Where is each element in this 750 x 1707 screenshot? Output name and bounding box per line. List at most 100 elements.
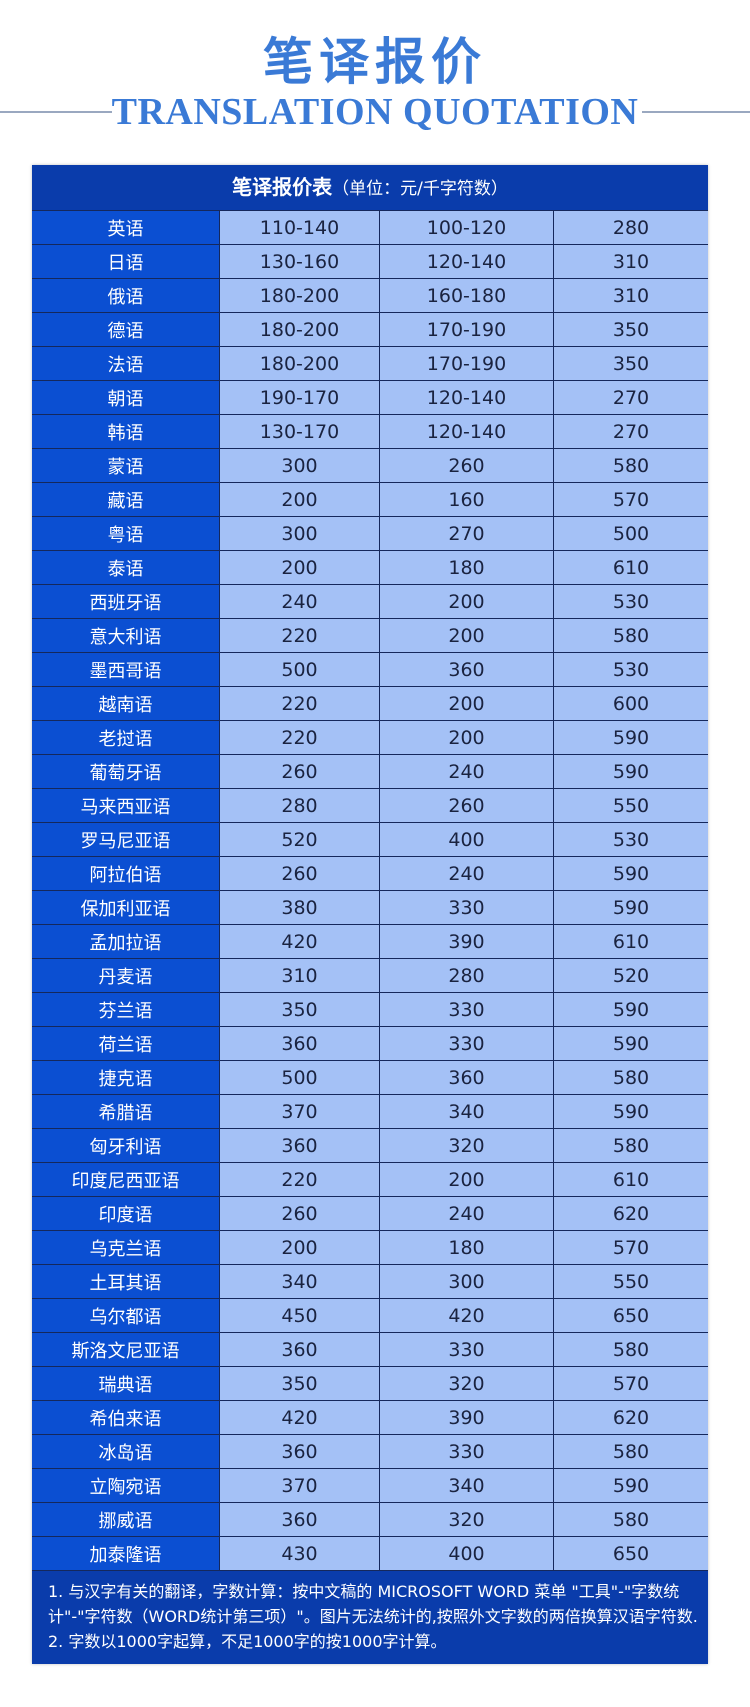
table-row: 西班牙语 240 200 530 (32, 584, 708, 618)
language-cell: 冰岛语 (32, 1435, 219, 1468)
price-cell: 500 (219, 653, 379, 686)
price-cell: 300 (219, 517, 379, 550)
table-row: 老挝语 220 200 590 (32, 720, 708, 754)
price-cell: 330 (379, 891, 553, 924)
price-cell: 580 (553, 1061, 708, 1094)
price-cell: 360 (219, 1503, 379, 1536)
price-cell: 300 (219, 449, 379, 482)
price-cell: 130-170 (219, 415, 379, 448)
price-cell: 590 (553, 755, 708, 788)
language-cell: 藏语 (32, 483, 219, 516)
table-row: 冰岛语 360 330 580 (32, 1434, 708, 1468)
price-cell: 590 (553, 1027, 708, 1060)
price-cell: 650 (553, 1299, 708, 1332)
price-cell: 580 (553, 1503, 708, 1536)
price-cell: 360 (219, 1129, 379, 1162)
table-row: 捷克语 500 360 580 (32, 1060, 708, 1094)
price-cell: 160 (379, 483, 553, 516)
price-cell: 310 (553, 279, 708, 312)
language-cell: 越南语 (32, 687, 219, 720)
table-row: 希伯来语 420 390 620 (32, 1400, 708, 1434)
price-cell: 570 (553, 483, 708, 516)
language-cell: 罗马尼亚语 (32, 823, 219, 856)
price-cell: 220 (219, 721, 379, 754)
price-cell: 650 (553, 1537, 708, 1570)
price-cell: 270 (553, 415, 708, 448)
price-cell: 580 (553, 449, 708, 482)
language-cell: 法语 (32, 347, 219, 380)
price-cell: 550 (553, 789, 708, 822)
price-cell: 520 (553, 959, 708, 992)
price-cell: 100-120 (379, 211, 553, 244)
price-cell: 280 (553, 211, 708, 244)
language-cell: 乌克兰语 (32, 1231, 219, 1264)
price-cell: 270 (379, 517, 553, 550)
price-cell: 620 (553, 1401, 708, 1434)
price-cell: 170-190 (379, 313, 553, 346)
price-cell: 200 (379, 721, 553, 754)
price-cell: 120-140 (379, 381, 553, 414)
language-cell: 丹麦语 (32, 959, 219, 992)
table-unit: （单位：元/千字符数） (332, 179, 508, 199)
price-cell: 190-170 (219, 381, 379, 414)
table-row: 保加利亚语 380 330 590 (32, 890, 708, 924)
table-row: 罗马尼亚语 520 400 530 (32, 822, 708, 856)
price-cell: 340 (219, 1265, 379, 1298)
price-cell: 500 (219, 1061, 379, 1094)
price-cell: 200 (379, 687, 553, 720)
price-cell: 120-140 (379, 415, 553, 448)
price-cell: 260 (219, 1197, 379, 1230)
price-cell: 350 (553, 347, 708, 380)
price-cell: 610 (553, 1163, 708, 1196)
language-cell: 希腊语 (32, 1095, 219, 1128)
language-cell: 老挝语 (32, 721, 219, 754)
table-row: 葡萄牙语 260 240 590 (32, 754, 708, 788)
price-cell: 330 (379, 1027, 553, 1060)
table-row: 荷兰语 360 330 590 (32, 1026, 708, 1060)
price-cell: 530 (553, 823, 708, 856)
price-cell: 260 (379, 789, 553, 822)
language-cell: 保加利亚语 (32, 891, 219, 924)
language-cell: 俄语 (32, 279, 219, 312)
price-cell: 590 (553, 993, 708, 1026)
table-row: 日语 130-160 120-140 310 (32, 244, 708, 278)
price-cell: 580 (553, 1435, 708, 1468)
language-cell: 瑞典语 (32, 1367, 219, 1400)
language-cell: 土耳其语 (32, 1265, 219, 1298)
price-cell: 330 (379, 1333, 553, 1366)
price-cell: 120-140 (379, 245, 553, 278)
price-cell: 260 (219, 755, 379, 788)
table-row: 英语 110-140 100-120 280 (32, 210, 708, 244)
table-row: 俄语 180-200 160-180 310 (32, 278, 708, 312)
price-cell: 180-200 (219, 313, 379, 346)
table-row: 阿拉伯语 260 240 590 (32, 856, 708, 890)
table-row: 孟加拉语 420 390 610 (32, 924, 708, 958)
price-cell: 200 (379, 619, 553, 652)
price-cell: 200 (219, 551, 379, 584)
language-cell: 朝语 (32, 381, 219, 414)
table-row: 乌克兰语 200 180 570 (32, 1230, 708, 1264)
price-cell: 600 (553, 687, 708, 720)
price-cell: 240 (219, 585, 379, 618)
price-cell: 240 (379, 857, 553, 890)
price-cell: 590 (553, 1095, 708, 1128)
price-cell: 320 (379, 1367, 553, 1400)
price-cell: 590 (553, 721, 708, 754)
price-cell: 220 (219, 1163, 379, 1196)
price-cell: 370 (219, 1095, 379, 1128)
price-cell: 350 (553, 313, 708, 346)
price-cell: 320 (379, 1129, 553, 1162)
note-2: 2. 字数以1000字起算，不足1000字的按1000字计算。 (48, 1632, 447, 1651)
price-cell: 200 (219, 1231, 379, 1264)
language-cell: 日语 (32, 245, 219, 278)
page-subtitle: TRANSLATION QUOTATION (111, 91, 639, 133)
language-cell: 匈牙利语 (32, 1129, 219, 1162)
price-cell: 200 (379, 585, 553, 618)
price-cell: 330 (379, 1435, 553, 1468)
table-row: 芬兰语 350 330 590 (32, 992, 708, 1026)
table-row: 乌尔都语 450 420 650 (32, 1298, 708, 1332)
price-cell: 330 (379, 993, 553, 1026)
language-cell: 立陶宛语 (32, 1469, 219, 1502)
table-title: 笔译报价表 (232, 175, 333, 199)
price-cell: 130-160 (219, 245, 379, 278)
